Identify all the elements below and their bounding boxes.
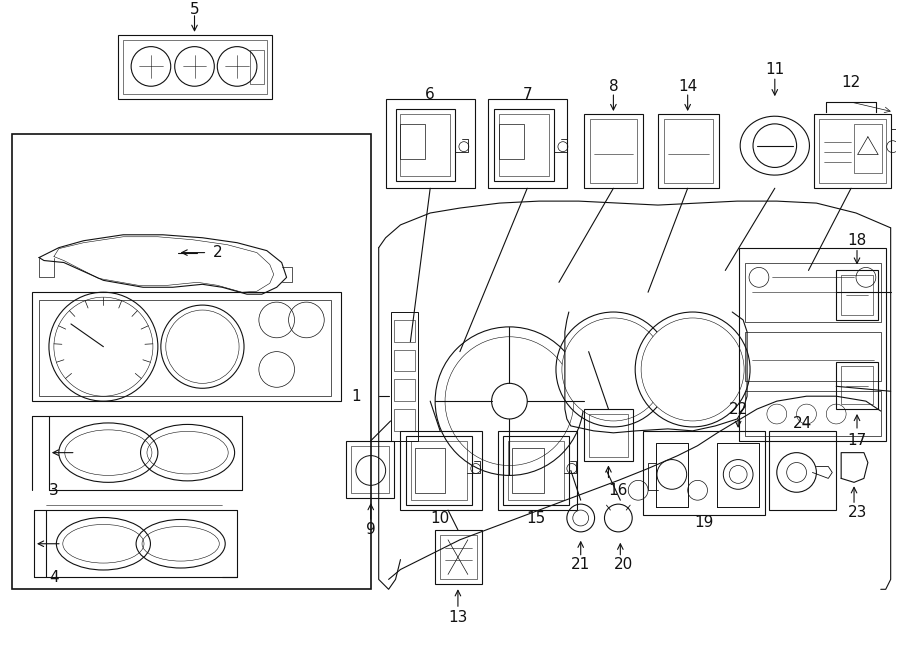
Bar bbox=[508, 441, 564, 500]
Bar bbox=[498, 431, 577, 510]
Bar bbox=[393, 409, 415, 431]
Text: 5: 5 bbox=[190, 3, 199, 17]
Bar bbox=[391, 312, 419, 441]
Bar bbox=[118, 35, 272, 99]
Circle shape bbox=[445, 337, 574, 465]
Bar bbox=[440, 535, 477, 580]
Bar bbox=[385, 99, 475, 188]
Bar bbox=[836, 270, 878, 320]
Bar bbox=[584, 409, 634, 461]
Bar bbox=[658, 114, 719, 188]
Text: 9: 9 bbox=[366, 522, 375, 537]
Text: 15: 15 bbox=[526, 510, 545, 525]
Bar bbox=[411, 441, 467, 500]
Text: 10: 10 bbox=[430, 510, 450, 525]
Text: 16: 16 bbox=[608, 483, 628, 498]
Text: 23: 23 bbox=[849, 504, 868, 520]
Circle shape bbox=[641, 318, 744, 421]
Bar bbox=[745, 262, 881, 322]
Bar bbox=[13, 134, 371, 590]
Bar bbox=[503, 436, 569, 505]
Bar bbox=[393, 320, 415, 342]
Bar bbox=[512, 447, 544, 493]
Bar bbox=[393, 379, 415, 401]
Bar bbox=[415, 447, 445, 493]
Text: 17: 17 bbox=[848, 433, 867, 448]
Bar bbox=[819, 119, 886, 183]
Bar bbox=[584, 114, 644, 188]
Bar bbox=[854, 124, 882, 173]
Bar bbox=[644, 431, 765, 515]
Text: 21: 21 bbox=[572, 557, 590, 572]
Bar bbox=[346, 441, 393, 498]
Text: 24: 24 bbox=[793, 416, 812, 432]
Bar bbox=[395, 109, 455, 181]
Bar bbox=[745, 391, 881, 436]
Text: 1: 1 bbox=[351, 389, 361, 404]
Bar bbox=[407, 436, 472, 505]
Bar bbox=[123, 40, 266, 94]
Text: 8: 8 bbox=[608, 79, 618, 94]
Bar bbox=[769, 431, 836, 510]
Bar bbox=[488, 99, 567, 188]
Bar bbox=[745, 332, 881, 381]
Bar bbox=[499, 114, 549, 176]
Bar bbox=[393, 350, 415, 371]
Bar bbox=[400, 431, 482, 510]
Bar bbox=[664, 119, 714, 183]
Text: 11: 11 bbox=[765, 62, 785, 77]
Bar bbox=[842, 276, 873, 315]
Text: 2: 2 bbox=[212, 245, 222, 260]
Bar bbox=[814, 114, 891, 188]
Bar bbox=[400, 114, 450, 176]
Text: 14: 14 bbox=[678, 79, 698, 94]
Bar bbox=[739, 248, 886, 441]
Bar bbox=[590, 119, 637, 183]
Text: 7: 7 bbox=[522, 87, 532, 102]
Bar bbox=[842, 366, 873, 404]
Bar bbox=[589, 414, 628, 457]
Text: 6: 6 bbox=[426, 87, 435, 102]
Text: 13: 13 bbox=[448, 609, 468, 625]
Bar bbox=[435, 530, 482, 584]
Text: 18: 18 bbox=[848, 233, 867, 249]
Bar bbox=[351, 446, 389, 493]
Text: 12: 12 bbox=[842, 75, 860, 90]
Bar bbox=[499, 124, 525, 159]
Bar bbox=[250, 50, 264, 84]
Bar bbox=[32, 292, 341, 401]
Bar bbox=[493, 109, 554, 181]
Bar bbox=[400, 124, 425, 159]
Text: 20: 20 bbox=[614, 557, 633, 572]
Text: 19: 19 bbox=[694, 516, 713, 531]
Bar bbox=[836, 362, 878, 409]
Text: 22: 22 bbox=[728, 402, 748, 416]
Text: 4: 4 bbox=[50, 570, 58, 585]
Circle shape bbox=[562, 318, 665, 421]
Text: 3: 3 bbox=[49, 483, 58, 498]
Bar bbox=[39, 300, 331, 396]
